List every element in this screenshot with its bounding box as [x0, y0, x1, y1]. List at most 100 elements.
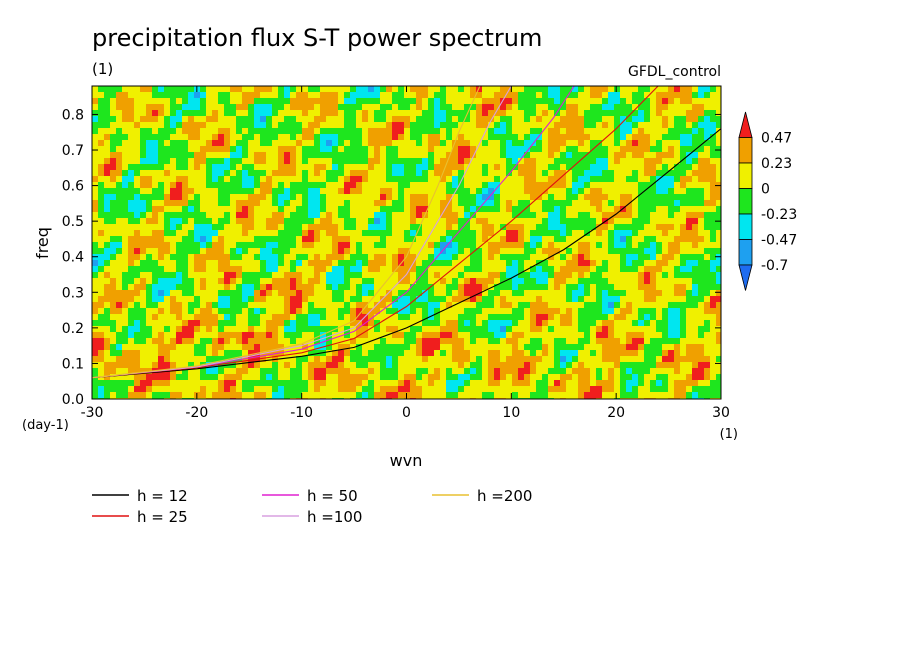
heatmap-cell — [458, 92, 465, 99]
heatmap-cell — [320, 368, 327, 375]
heatmap-cell — [638, 152, 645, 159]
heatmap-cell — [398, 350, 405, 357]
heatmap-cell — [236, 200, 243, 207]
heatmap-cell — [386, 122, 393, 129]
heatmap-cell — [518, 206, 525, 213]
heatmap-cell — [320, 272, 327, 279]
heatmap-cell — [338, 308, 345, 315]
heatmap-cell — [410, 98, 417, 105]
heatmap-cell — [224, 200, 231, 207]
heatmap-cell — [212, 224, 219, 231]
heatmap-cell — [284, 92, 291, 99]
heatmap-cell — [350, 254, 357, 261]
heatmap-cell — [608, 188, 615, 195]
heatmap-cell — [164, 158, 171, 165]
heatmap-cell — [410, 182, 417, 189]
heatmap-cell — [428, 128, 435, 135]
heatmap-cell — [416, 122, 423, 129]
heatmap-cell — [110, 320, 117, 327]
heatmap-cell — [176, 266, 183, 273]
heatmap-cell — [542, 278, 549, 285]
heatmap-cell — [506, 206, 513, 213]
heatmap-cell — [248, 314, 255, 321]
heatmap-cell — [566, 284, 573, 291]
heatmap-cell — [452, 332, 459, 339]
heatmap-cell — [296, 86, 303, 93]
heatmap-cell — [602, 296, 609, 303]
heatmap-cell — [602, 212, 609, 219]
heatmap-cell — [386, 284, 393, 291]
heatmap-cell — [212, 218, 219, 225]
heatmap-cell — [230, 260, 237, 267]
heatmap-cell — [338, 146, 345, 153]
heatmap-cell — [566, 134, 573, 141]
heatmap-cell — [386, 254, 393, 261]
heatmap-cell — [170, 218, 177, 225]
heatmap-cell — [644, 182, 651, 189]
heatmap-cell — [98, 182, 105, 189]
heatmap-cell — [554, 128, 561, 135]
heatmap-cell — [284, 272, 291, 279]
heatmap-cell — [368, 260, 375, 267]
heatmap-cell — [230, 386, 237, 393]
heatmap-cell — [302, 254, 309, 261]
heatmap-cell — [248, 254, 255, 261]
heatmap-cell — [596, 290, 603, 297]
heatmap-cell — [554, 104, 561, 111]
heatmap-cell — [410, 308, 417, 315]
heatmap-cell — [452, 320, 459, 327]
heatmap-cell — [188, 188, 195, 195]
heatmap-cell — [194, 266, 201, 273]
heatmap-cell — [530, 278, 537, 285]
heatmap-cell — [656, 152, 663, 159]
heatmap-cell — [404, 242, 411, 249]
heatmap-cell — [428, 254, 435, 261]
heatmap-cell — [290, 266, 297, 273]
heatmap-cell — [188, 362, 195, 369]
heatmap-cell — [116, 248, 123, 255]
heatmap-cell — [440, 296, 447, 303]
heatmap-cell — [614, 224, 621, 231]
heatmap-cell — [356, 200, 363, 207]
heatmap-cell — [104, 344, 111, 351]
heatmap-cell — [296, 368, 303, 375]
heatmap-cell — [530, 200, 537, 207]
heatmap-cell — [188, 386, 195, 393]
heatmap-cell — [236, 236, 243, 243]
heatmap-cell — [182, 242, 189, 249]
heatmap-cell — [626, 86, 633, 93]
heatmap-cell — [602, 392, 609, 399]
heatmap-cell — [590, 320, 597, 327]
heatmap-cell — [182, 338, 189, 345]
heatmap-cell — [578, 194, 585, 201]
heatmap-cell — [302, 206, 309, 213]
heatmap-cell — [530, 284, 537, 291]
heatmap-cell — [140, 254, 147, 261]
heatmap-cell — [434, 326, 441, 333]
heatmap-cell — [260, 254, 267, 261]
heatmap-cell — [242, 308, 249, 315]
heatmap-cell — [314, 158, 321, 165]
heatmap-cell — [422, 218, 429, 225]
heatmap-cell — [104, 188, 111, 195]
heatmap-cell — [224, 296, 231, 303]
heatmap-cell — [410, 314, 417, 321]
heatmap-cell — [398, 284, 405, 291]
heatmap-cell — [422, 260, 429, 267]
heatmap-cell — [650, 242, 657, 249]
heatmap-cell — [638, 92, 645, 99]
heatmap-cell — [410, 266, 417, 273]
heatmap-cell — [506, 218, 513, 225]
heatmap-cell — [176, 272, 183, 279]
heatmap-cell — [530, 218, 537, 225]
heatmap-cell — [542, 272, 549, 279]
heatmap-cell — [512, 314, 519, 321]
heatmap-cell — [506, 362, 513, 369]
heatmap-cell — [338, 248, 345, 255]
heatmap-cell — [512, 236, 519, 243]
heatmap-cell — [560, 140, 567, 147]
heatmap-cell — [356, 308, 363, 315]
heatmap-cell — [440, 212, 447, 219]
heatmap-cell — [614, 110, 621, 117]
heatmap-cell — [182, 302, 189, 309]
